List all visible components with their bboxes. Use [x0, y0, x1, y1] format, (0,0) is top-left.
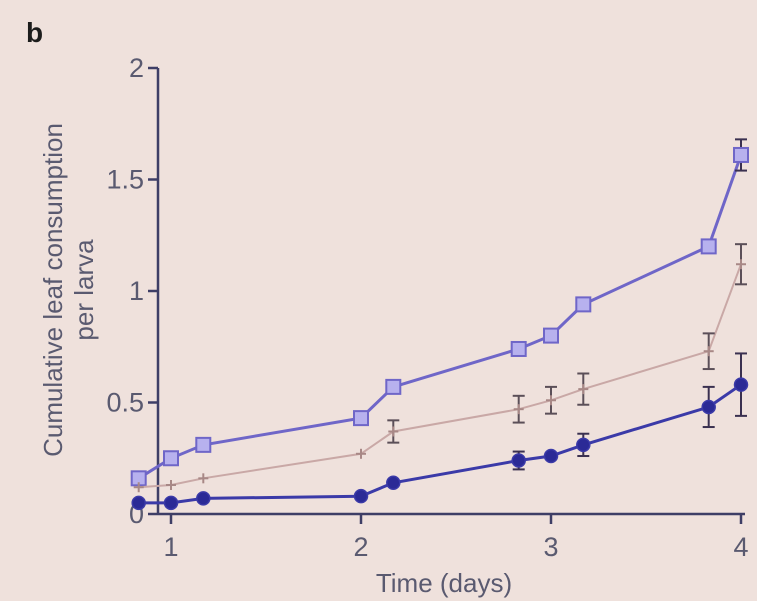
series-line: [137, 154, 743, 480]
data-point-plus: [388, 426, 399, 437]
data-point-square: [163, 450, 179, 467]
data-point-circle: [543, 448, 559, 464]
x-tick-label: 4: [733, 532, 748, 562]
y-tick-label: 0.5: [106, 388, 144, 418]
y-tick-label: 1.5: [106, 165, 144, 195]
series-line: [138, 263, 742, 489]
data-point-circle: [576, 437, 591, 453]
data-point-circle: [733, 377, 749, 392]
y-axis-title: Cumulative leaf consumption per larva: [38, 123, 99, 457]
data-point-circle: [701, 399, 716, 415]
data-point-plus: [578, 384, 589, 395]
data-point-square: [733, 146, 749, 163]
data-point-square: [353, 410, 369, 427]
data-point-plus: [736, 259, 746, 270]
x-axis-title: Time (days): [376, 568, 512, 598]
series-plus: [133, 243, 747, 493]
series-square: [130, 138, 749, 487]
y-tick-label: 2: [129, 53, 144, 83]
series-layer: [130, 138, 749, 511]
data-point-circle: [511, 453, 526, 468]
series-circle: [131, 352, 749, 511]
data-point-circle: [386, 475, 401, 491]
data-point-square: [543, 327, 559, 344]
data-point-circle: [131, 495, 146, 511]
data-point-plus: [166, 480, 176, 491]
data-point-circle: [353, 488, 369, 504]
y-axis-title-line1: Cumulative leaf consumption: [38, 123, 68, 457]
x-tick-label: 2: [353, 532, 368, 562]
series-line: [138, 383, 742, 505]
data-point-square: [195, 436, 212, 453]
data-point-circle: [196, 491, 211, 506]
x-tick-label: 1: [163, 532, 178, 562]
data-point-plus: [546, 395, 556, 406]
data-point-square: [385, 378, 402, 395]
data-point-plus: [133, 482, 144, 493]
y-tick-label: 1: [129, 276, 144, 306]
data-point-square: [700, 238, 717, 255]
panel-label: b: [26, 17, 43, 48]
data-point-plus: [513, 404, 524, 415]
data-point-plus: [356, 448, 366, 459]
y-axis-title-line2: per larva: [69, 239, 99, 341]
data-point-square: [510, 340, 527, 357]
data-point-plus: [703, 346, 714, 357]
data-point-circle: [163, 495, 179, 511]
y-axis-ticks: 00.511.52: [106, 53, 158, 529]
data-point-plus: [198, 473, 209, 484]
data-point-square: [575, 296, 592, 313]
x-tick-label: 3: [543, 532, 558, 562]
x-axis-ticks: 1 2 3 4: [163, 514, 749, 562]
